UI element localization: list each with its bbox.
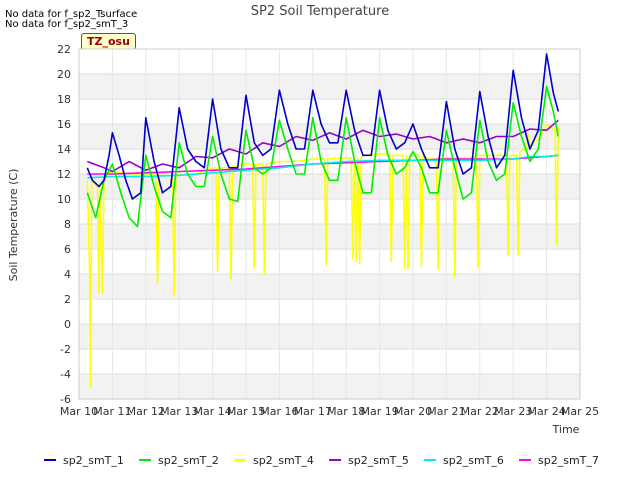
legend-label: sp2_smT_5 — [348, 454, 409, 467]
x-tick-label: Mar 25 — [561, 405, 599, 418]
legend-label: sp2_smT_6 — [443, 454, 504, 467]
x-tick-label: Mar 21 — [427, 405, 465, 418]
x-tick-label: Mar 15 — [227, 405, 265, 418]
y-tick-label: 16 — [57, 118, 71, 131]
y-tick-label: 8 — [64, 218, 71, 231]
x-tick-label: Mar 13 — [160, 405, 198, 418]
x-tick-label: Mar 14 — [193, 405, 231, 418]
y-tick-label: 6 — [64, 243, 71, 256]
legend-label: sp2_smT_2 — [158, 454, 219, 467]
grid-band — [79, 74, 580, 99]
x-tick-label: Mar 12 — [127, 405, 165, 418]
series-line-sp2_smT_5 — [87, 119, 559, 173]
y-tick-label: 2 — [64, 293, 71, 306]
plot-border — [78, 48, 581, 400]
series-line-sp2_smT_1 — [86, 53, 560, 200]
x-tick-label: Mar 22 — [461, 405, 499, 418]
y-tick-label: 14 — [57, 143, 71, 156]
series-line-sp2_smT_2 — [86, 85, 560, 228]
no-data-note-2: No data for f_sp2_smT_3 — [5, 19, 129, 30]
y-axis-label: Soil Temperature (C) — [7, 169, 20, 282]
y-tick-label: 4 — [64, 268, 71, 281]
y-tick-label: 0 — [64, 318, 71, 331]
chart-title: SP2 Soil Temperature — [251, 4, 389, 19]
legend-label: sp2_smT_4 — [253, 454, 314, 467]
y-tick-label: 18 — [57, 93, 71, 106]
x-tick-label: Mar 18 — [327, 405, 365, 418]
legend-label: sp2_smT_1 — [63, 454, 124, 467]
x-tick-label: Mar 16 — [260, 405, 298, 418]
y-tick-label: -4 — [60, 368, 71, 381]
no-data-note-1: No data for f_sp2_Tsurface — [5, 9, 138, 20]
y-tick-label: -6 — [60, 393, 71, 406]
y-tick-label: 10 — [57, 193, 71, 206]
x-tick-label: Mar 10 — [60, 405, 98, 418]
y-tick-label: 22 — [57, 43, 71, 56]
x-tick-label: Mar 19 — [360, 405, 398, 418]
grid-band — [79, 324, 580, 349]
y-tick-label: 20 — [57, 68, 71, 81]
grid-band — [79, 174, 580, 199]
x-tick-label: Mar 11 — [93, 405, 131, 418]
x-tick-label: Mar 24 — [527, 405, 565, 418]
grid-band — [79, 274, 580, 299]
grid-band — [79, 224, 580, 249]
x-axis-label: Time — [552, 423, 580, 436]
y-tick-label: 12 — [57, 168, 71, 181]
x-tick-label: Mar 23 — [494, 405, 532, 418]
x-tick-label: Mar 17 — [294, 405, 332, 418]
series-line-sp2_smT_6 — [87, 154, 559, 179]
legend-label: sp2_smT_7 — [538, 454, 599, 467]
y-tick-label: -2 — [60, 343, 71, 356]
x-tick-label: Mar 20 — [394, 405, 432, 418]
grid-band — [79, 374, 580, 399]
